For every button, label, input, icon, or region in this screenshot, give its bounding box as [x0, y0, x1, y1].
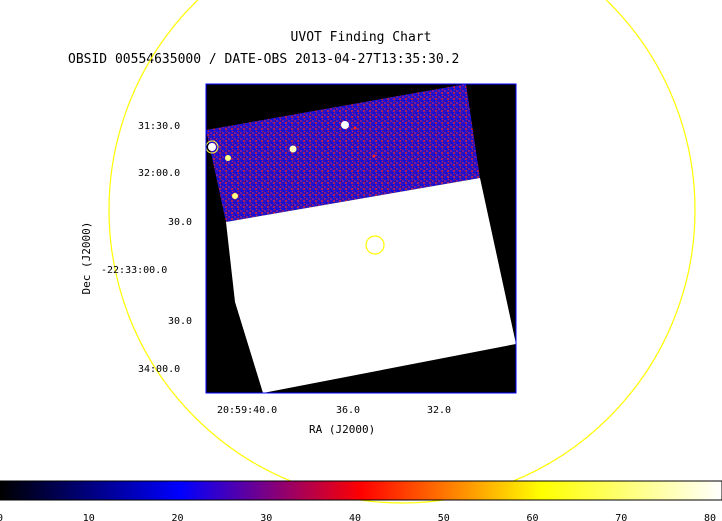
chart-title: UVOT Finding Chart — [290, 30, 432, 45]
y-tick-label: 32:00.0 — [138, 168, 181, 179]
y-axis-label: Dec (J2000) — [80, 221, 93, 295]
chart-subtitle: OBSID 00554635000 / DATE-OBS 2013-04-27T… — [68, 52, 460, 67]
colorbar-tick-label: 60 — [526, 513, 539, 521]
saturated-region — [226, 178, 516, 393]
colorbar-tick-label: 50 — [437, 513, 450, 521]
y-tick-label: 34:00.0 — [138, 364, 181, 375]
small-target-circle — [365, 235, 385, 255]
large-error-circle — [108, 0, 696, 504]
y-tick-label: -22:33:00.0 — [101, 265, 168, 276]
image-content — [206, 84, 516, 393]
y-tick-label: 31:30.0 — [138, 121, 181, 132]
y-tick-label: 30.0 — [168, 316, 193, 327]
colorbar-tick-label: 20 — [171, 513, 184, 521]
x-tick-label: 20:59:40.0 — [217, 405, 278, 416]
colorbar — [0, 480, 722, 501]
x-tick-label: 32.0 — [427, 405, 452, 416]
colorbar-tick-label: 70 — [615, 513, 628, 521]
colorbar-tick-label: 0 — [0, 513, 4, 521]
colorbar-tick-label: 40 — [349, 513, 362, 521]
sources — [206, 121, 376, 199]
colorbar-tick-label: 80 — [704, 513, 717, 521]
y-tick-label: 30.0 — [168, 217, 193, 228]
sky-region — [206, 84, 480, 222]
colorbar-tick-label: 10 — [82, 513, 95, 521]
x-axis-label: RA (J2000) — [309, 423, 376, 436]
colorbar-tick-label: 30 — [260, 513, 273, 521]
x-tick-label: 36.0 — [336, 405, 361, 416]
image-frame — [205, 83, 517, 394]
